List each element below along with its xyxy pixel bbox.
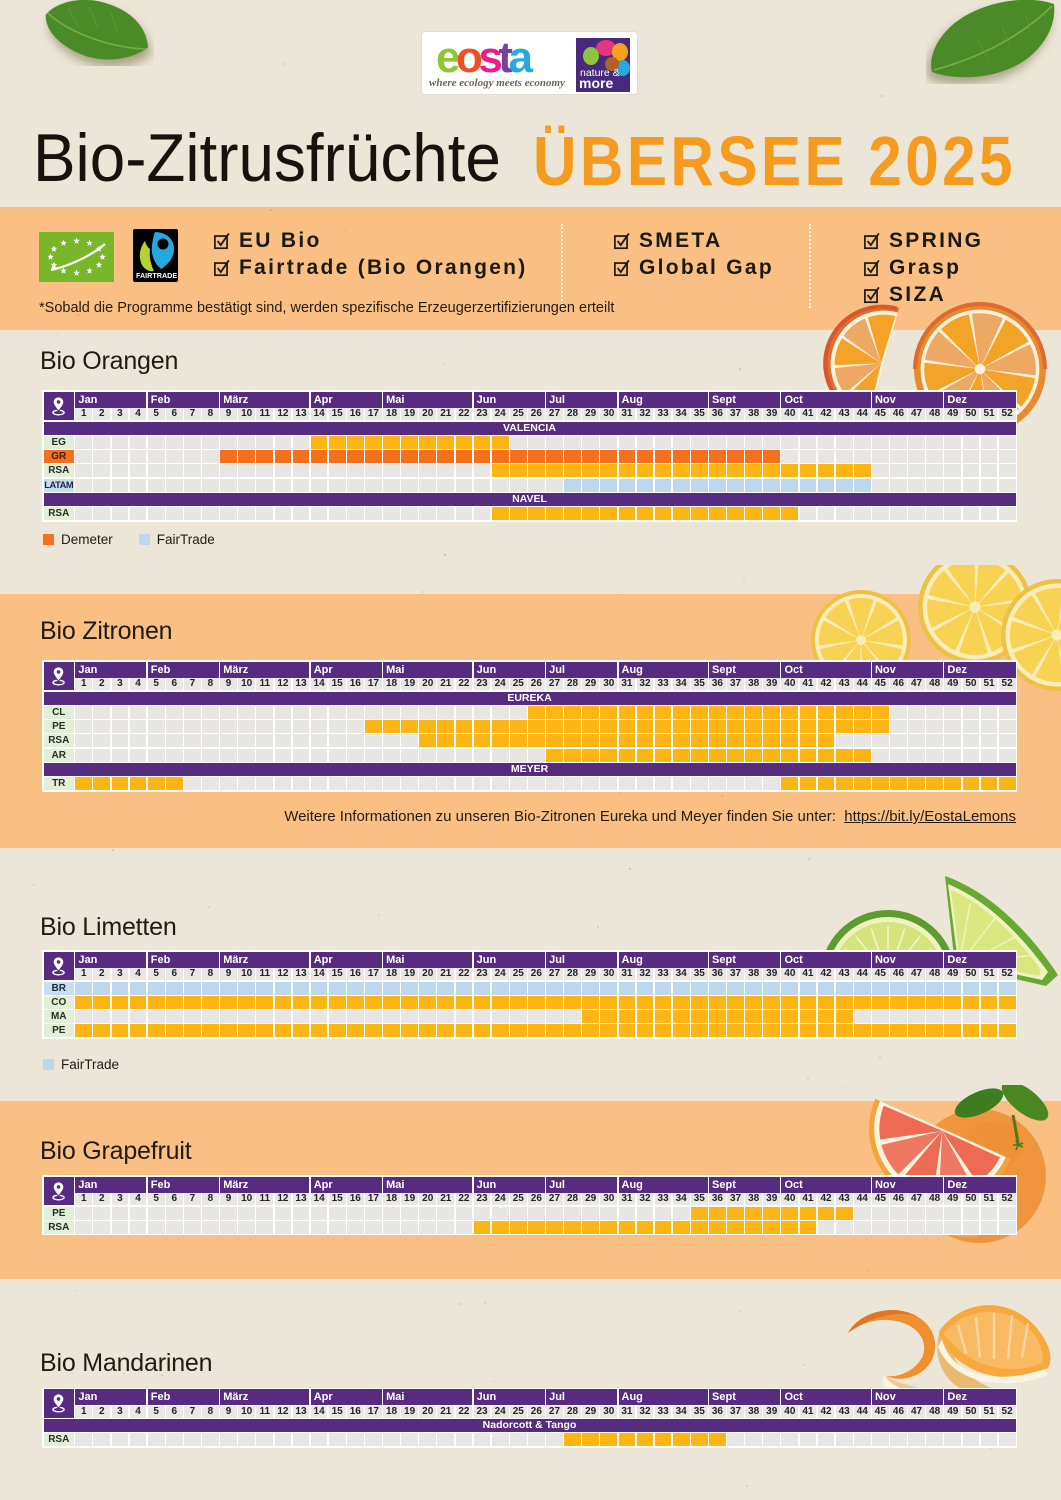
- svg-text:nature &: nature &: [580, 67, 620, 79]
- svg-text:where ecology meets economy: where ecology meets economy: [429, 77, 565, 89]
- svg-text:FAIRTRADE: FAIRTRADE: [136, 271, 177, 280]
- svg-text:eosta: eosta: [436, 34, 534, 82]
- svg-text:more: more: [579, 75, 613, 91]
